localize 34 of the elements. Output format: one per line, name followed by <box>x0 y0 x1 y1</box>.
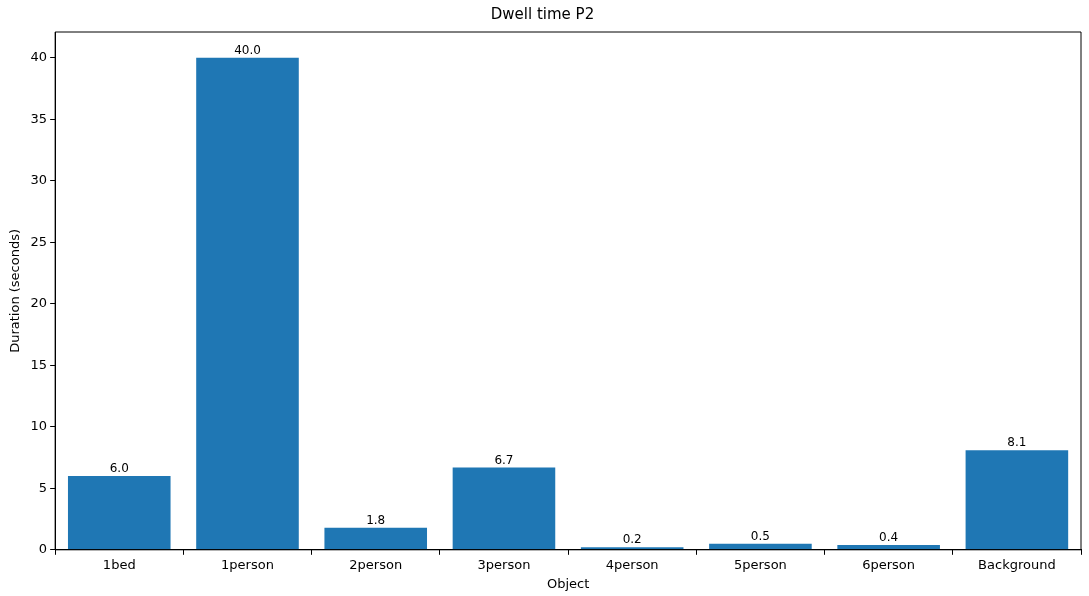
x-tick-label: Background <box>978 556 1056 572</box>
y-tick-label: 15 <box>30 356 48 372</box>
x-tick-label: 3person <box>477 556 531 572</box>
y-axis-title: Duration (seconds) <box>7 228 23 353</box>
y-tick-label: 5 <box>38 479 48 495</box>
y-tick-label: 35 <box>30 110 48 126</box>
x-tick-label: 6person <box>862 556 916 572</box>
bar <box>452 467 556 550</box>
data-label: 8.1 <box>1007 435 1027 450</box>
data-label: 40.0 <box>234 42 261 57</box>
x-axis-title: Object <box>546 575 590 591</box>
y-tick-label: 0 <box>38 541 48 557</box>
bar <box>196 57 299 550</box>
y-tick-label: 10 <box>30 418 48 434</box>
chart-title: Dwell time P2 <box>490 4 595 23</box>
bar <box>67 476 171 550</box>
x-tick-label: 5person <box>734 556 787 572</box>
x-tick-label: 1person <box>221 556 274 572</box>
bar <box>965 450 1069 550</box>
data-label: 0.2 <box>622 532 642 547</box>
y-tick-label: 30 <box>30 172 48 188</box>
bar <box>837 544 940 550</box>
data-label: 6.0 <box>109 461 129 476</box>
x-tick-label: 1bed <box>102 556 136 572</box>
bar <box>324 527 428 550</box>
x-tick-label: 2person <box>349 556 403 572</box>
y-tick-label: 25 <box>30 233 48 249</box>
data-label: 0.5 <box>750 528 770 543</box>
data-label: 1.8 <box>366 512 386 527</box>
x-tick-label: 4person <box>605 556 659 572</box>
data-label: 6.7 <box>494 452 514 467</box>
data-label: 0.4 <box>879 530 899 545</box>
y-tick-label: 20 <box>30 295 48 311</box>
y-tick-label: 40 <box>30 49 48 65</box>
